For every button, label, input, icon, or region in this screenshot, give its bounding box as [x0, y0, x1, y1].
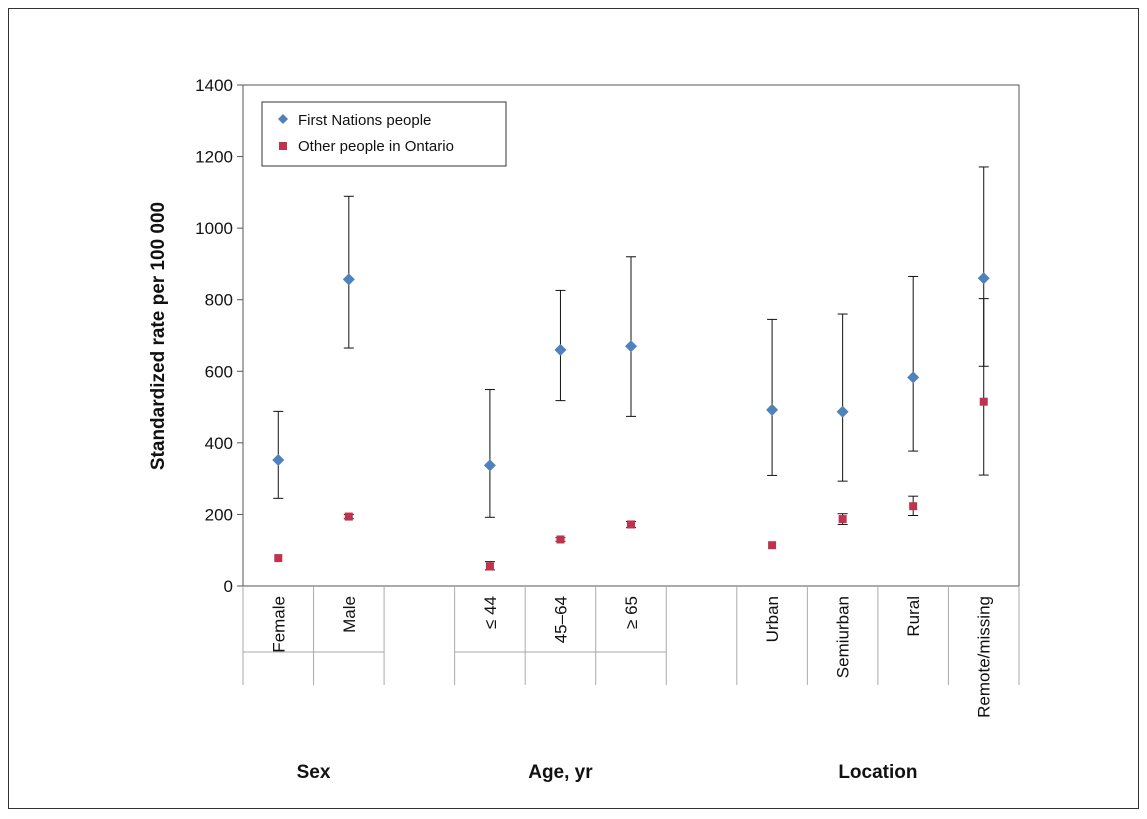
point-other-ontario [274, 554, 283, 563]
x-category-label-45-64: 45–64 [551, 596, 570, 643]
legend-diamond-icon [278, 114, 288, 124]
point-other-ontario [768, 541, 777, 550]
x-category-label-female: Female [269, 596, 288, 653]
y-tick-label: 600 [205, 362, 233, 381]
error-bars [273, 166, 989, 571]
plot-area [242, 84, 1020, 587]
point-first-nations [907, 371, 920, 384]
y-axis: 0 200 400 600 800 1000 1200 1400 [195, 76, 243, 596]
y-tick-label: 1000 [195, 219, 233, 238]
point-first-nations [766, 403, 779, 416]
x-category-label-65: ≥ 65 [622, 596, 641, 629]
point-first-nations [977, 272, 990, 285]
y-tick-label: 800 [205, 291, 233, 310]
point-other-ontario [838, 515, 847, 524]
group-label-age-yr: Age, yr [528, 762, 593, 783]
y-tick-label: 200 [205, 505, 233, 524]
y-tick-label: 1400 [195, 76, 233, 95]
x-category-label-semiurban: Semiurban [834, 596, 853, 678]
point-first-nations [836, 405, 849, 418]
figure-border [8, 8, 1139, 809]
point-first-nations [625, 340, 637, 353]
point-first-nations [272, 454, 285, 467]
x-axis-categories: Female Male ≤ 44 45–64 ≥ 65 Urban Semiurban Rur… [242, 586, 1020, 718]
x-category-label-urban: Urban [763, 596, 782, 642]
legend-box [261, 101, 507, 167]
x-axis-groups: Sex Age, yr Location [297, 762, 918, 783]
y-tick-label: 400 [205, 434, 233, 453]
point-first-nations [554, 343, 567, 356]
point-other-ontario [485, 562, 494, 571]
x-category-label-rural: Rural [904, 596, 923, 637]
y-tick-label: 0 [224, 577, 233, 596]
point-other-ontario [979, 397, 988, 406]
group-label-location: Location [838, 762, 917, 783]
point-other-ontario [627, 520, 635, 529]
legend-label-first-nations: First Nations people [298, 112, 431, 129]
point-other-ontario [344, 512, 353, 521]
point-other-ontario [909, 502, 918, 511]
x-category-label-male: Male [340, 596, 359, 633]
group-label-sex: Sex [297, 762, 331, 783]
y-axis-label: Standardized rate per 100 000 [148, 202, 169, 470]
y-tick-label: 1200 [195, 148, 233, 167]
x-category-label-remote-missing: Remote/missing [975, 596, 994, 718]
point-other-ontario [556, 535, 565, 544]
x-category-label-44: ≤ 44 [481, 596, 500, 629]
legend-square-icon [279, 142, 287, 150]
point-first-nations [342, 273, 355, 286]
point-first-nations [483, 459, 496, 472]
legend: First Nations people Other people in Ont… [261, 101, 507, 167]
legend-label-other-ontario: Other people in Ontario [298, 138, 454, 155]
data-points [272, 272, 990, 571]
